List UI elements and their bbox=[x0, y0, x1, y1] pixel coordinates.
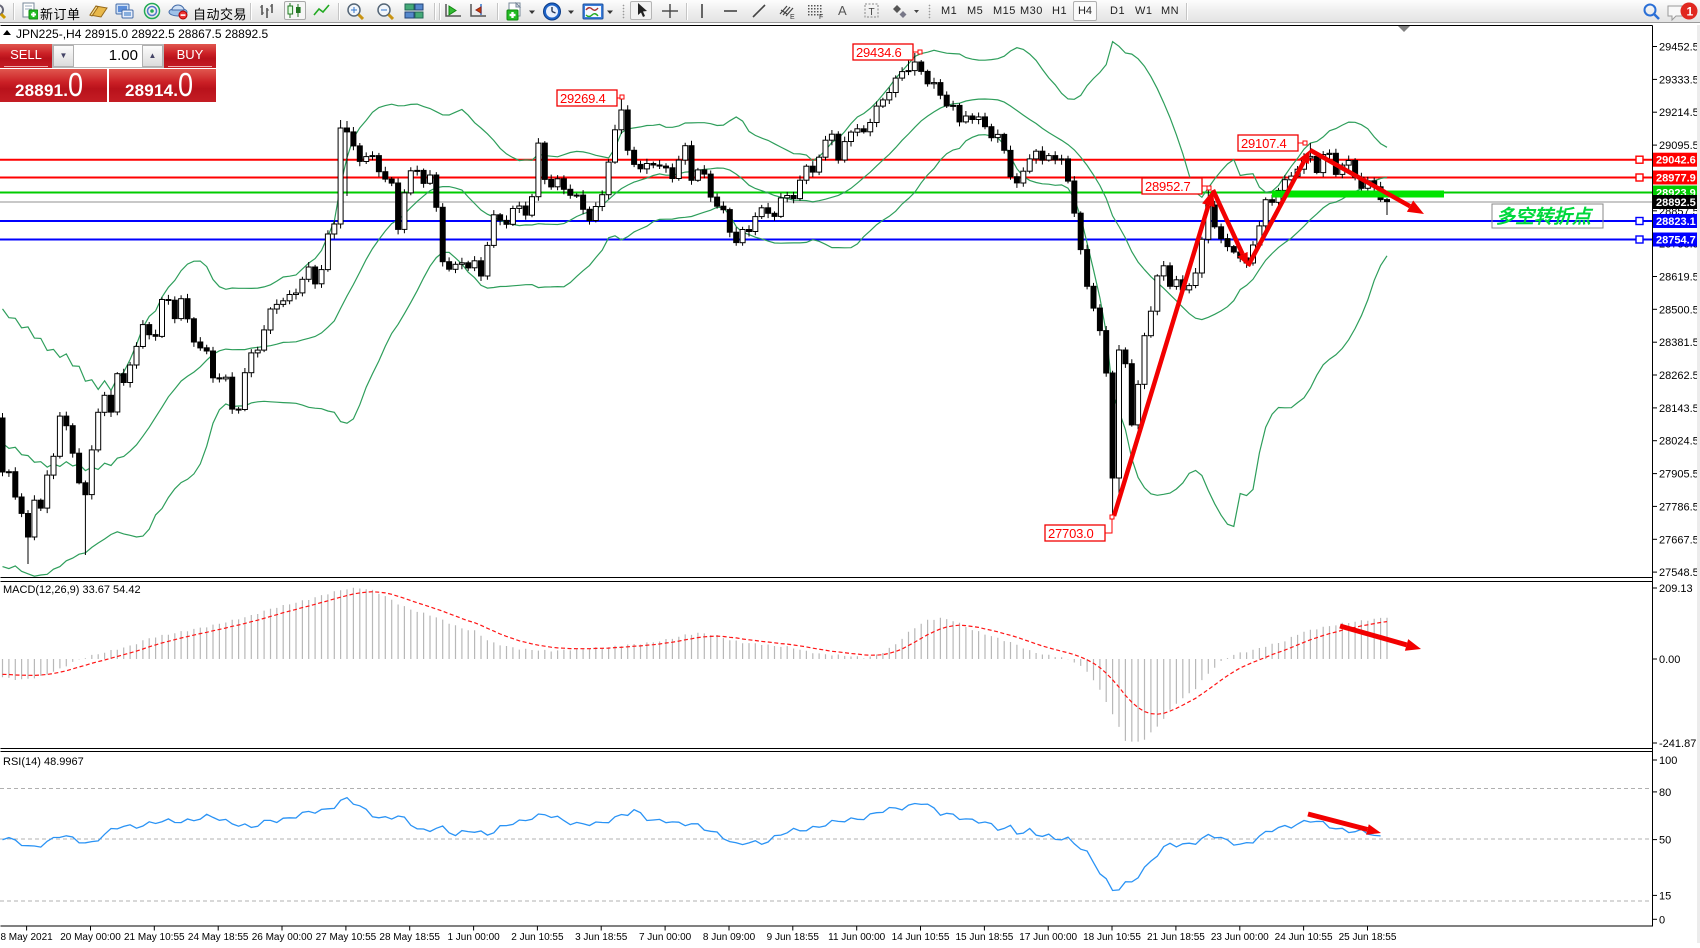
svg-text:23 Jun 00:00: 23 Jun 00:00 bbox=[1211, 932, 1269, 943]
svg-text:100: 100 bbox=[1659, 755, 1677, 767]
svg-text:MACD(12,26,9) 33.67 54.42: MACD(12,26,9) 33.67 54.42 bbox=[3, 584, 141, 596]
svg-text:27786.5: 27786.5 bbox=[1659, 501, 1699, 513]
svg-text:28823.1: 28823.1 bbox=[1656, 216, 1696, 228]
svg-text:29452.5: 29452.5 bbox=[1659, 42, 1699, 54]
svg-text:7 Jun 00:00: 7 Jun 00:00 bbox=[639, 932, 692, 943]
svg-text:28143.5: 28143.5 bbox=[1659, 403, 1699, 415]
svg-text:27667.5: 27667.5 bbox=[1659, 534, 1699, 546]
svg-text:24 May 18:55: 24 May 18:55 bbox=[188, 932, 249, 943]
svg-text:28892.5: 28892.5 bbox=[1656, 197, 1696, 209]
svg-text:21 May 10:55: 21 May 10:55 bbox=[124, 932, 185, 943]
svg-text:RSI(14) 48.9967: RSI(14) 48.9967 bbox=[3, 756, 84, 768]
svg-text:F: F bbox=[819, 14, 823, 20]
svg-text:JPN225-,H4 28915.0 28922.5 28: JPN225-,H4 28915.0 28922.5 28867.5 28892… bbox=[16, 27, 269, 41]
svg-text:1: 1 bbox=[1687, 5, 1694, 19]
svg-text:28 May 18:55: 28 May 18:55 bbox=[379, 932, 440, 943]
svg-text:50: 50 bbox=[1659, 835, 1671, 847]
svg-text:28754.7: 28754.7 bbox=[1656, 235, 1696, 247]
svg-text:15 Jun 18:55: 15 Jun 18:55 bbox=[955, 932, 1013, 943]
svg-text:-241.87: -241.87 bbox=[1659, 738, 1696, 750]
svg-text:28977.9: 28977.9 bbox=[1656, 173, 1696, 185]
svg-text:80: 80 bbox=[1659, 787, 1671, 799]
svg-text:T: T bbox=[869, 7, 875, 18]
svg-text:29214.5: 29214.5 bbox=[1659, 107, 1699, 119]
svg-text:28619.5: 28619.5 bbox=[1659, 272, 1699, 284]
svg-text:27905.5: 27905.5 bbox=[1659, 469, 1699, 481]
svg-text:21 Jun 18:55: 21 Jun 18:55 bbox=[1147, 932, 1205, 943]
svg-text:20 May 00:00: 20 May 00:00 bbox=[60, 932, 121, 943]
svg-text:28381.5: 28381.5 bbox=[1659, 337, 1699, 349]
svg-text:209.13: 209.13 bbox=[1659, 583, 1693, 595]
svg-text:27548.5: 27548.5 bbox=[1659, 567, 1699, 579]
svg-text:29095.5: 29095.5 bbox=[1659, 140, 1699, 152]
svg-text:27703.0: 27703.0 bbox=[1048, 526, 1094, 541]
svg-text:29269.4: 29269.4 bbox=[560, 91, 606, 106]
svg-text:9 Jun 18:55: 9 Jun 18:55 bbox=[767, 932, 820, 943]
svg-text:18 Jun 10:55: 18 Jun 10:55 bbox=[1083, 932, 1141, 943]
svg-text:28024.5: 28024.5 bbox=[1659, 436, 1699, 448]
svg-text:28500.5: 28500.5 bbox=[1659, 304, 1699, 316]
svg-text:26 May 00:00: 26 May 00:00 bbox=[252, 932, 313, 943]
svg-text:8 May 2021: 8 May 2021 bbox=[0, 932, 53, 943]
svg-text:多空转折点: 多空转折点 bbox=[1496, 206, 1594, 228]
svg-text:28952.7: 28952.7 bbox=[1145, 179, 1191, 194]
svg-text:29333.5: 29333.5 bbox=[1659, 74, 1699, 86]
svg-text:1 Jun 00:00: 1 Jun 00:00 bbox=[447, 932, 500, 943]
svg-text:11 Jun 00:00: 11 Jun 00:00 bbox=[828, 932, 886, 943]
svg-text:24 Jun 10:55: 24 Jun 10:55 bbox=[1275, 932, 1333, 943]
svg-text:25 Jun 18:55: 25 Jun 18:55 bbox=[1339, 932, 1397, 943]
svg-text:29107.4: 29107.4 bbox=[1241, 136, 1287, 151]
svg-text:15: 15 bbox=[1659, 890, 1671, 902]
svg-text:29434.6: 29434.6 bbox=[856, 45, 902, 60]
svg-text:28262.5: 28262.5 bbox=[1659, 370, 1699, 382]
svg-text:14 Jun 10:55: 14 Jun 10:55 bbox=[892, 932, 950, 943]
svg-text:0.00: 0.00 bbox=[1659, 654, 1680, 666]
svg-text:2 Jun 10:55: 2 Jun 10:55 bbox=[511, 932, 564, 943]
svg-text:17 Jun 00:00: 17 Jun 00:00 bbox=[1019, 932, 1077, 943]
svg-text:27 May 10:55: 27 May 10:55 bbox=[316, 932, 377, 943]
svg-text:0: 0 bbox=[1659, 914, 1665, 926]
svg-text:E: E bbox=[790, 14, 795, 20]
svg-text:8 Jun 09:00: 8 Jun 09:00 bbox=[703, 932, 756, 943]
svg-text:3 Jun 18:55: 3 Jun 18:55 bbox=[575, 932, 628, 943]
svg-text:29042.6: 29042.6 bbox=[1656, 155, 1696, 167]
